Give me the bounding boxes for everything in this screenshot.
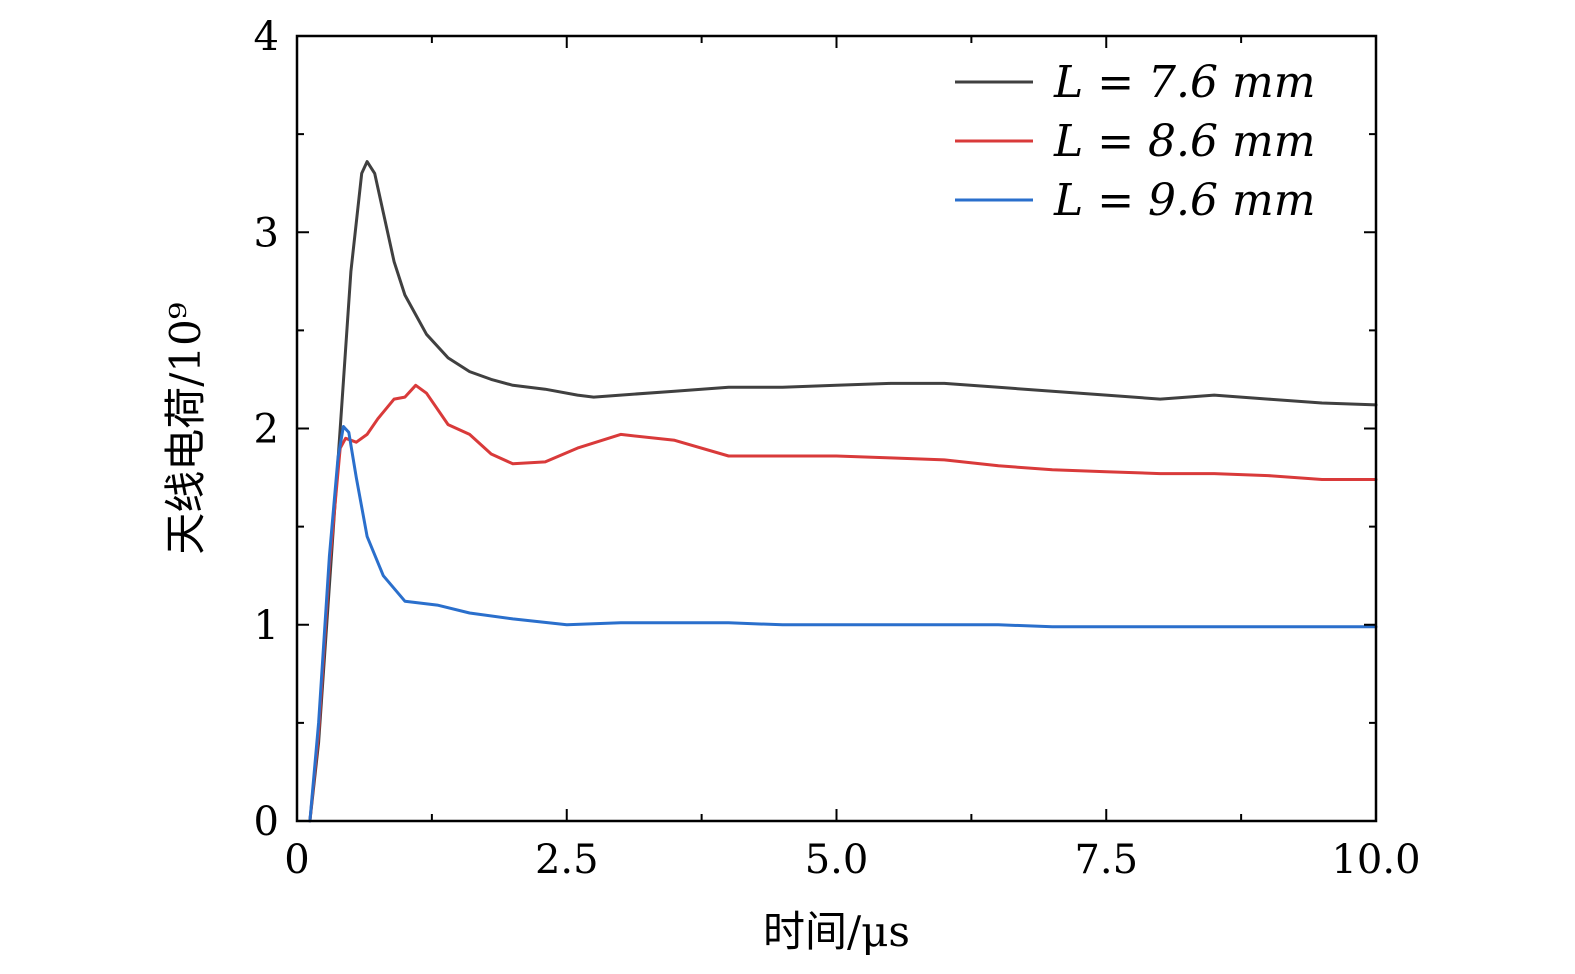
x-tick-label: 2.5 xyxy=(535,837,599,883)
legend-label-1: L = 7.6 mm xyxy=(1053,57,1315,108)
series-line-1 xyxy=(308,160,1378,823)
y-tick-label: 2 xyxy=(254,407,279,453)
x-tick-label: 0 xyxy=(284,837,309,883)
series-layer xyxy=(308,160,1378,823)
y-tick-label: 1 xyxy=(254,603,279,649)
x-axis-label: 时间/μs xyxy=(763,907,910,956)
y-tick-label: 3 xyxy=(254,210,279,256)
axes-layer: 0 2.5 5.0 7.5 10.0 0 1 2 3 4 xyxy=(254,14,1421,883)
x-tick-label: 5.0 xyxy=(805,837,869,883)
series-line-3 xyxy=(308,425,1378,823)
x-tick-label: 10.0 xyxy=(1331,837,1420,883)
y-axis-label: 天线电荷/10⁹ xyxy=(161,302,210,554)
series-line-2 xyxy=(308,383,1378,823)
legend-label-3: L = 9.6 mm xyxy=(1053,175,1315,226)
y-tick-label: 0 xyxy=(254,799,279,845)
legend-label-2: L = 8.6 mm xyxy=(1053,116,1315,167)
legend: L = 7.6 mm L = 8.6 mm L = 9.6 mm xyxy=(955,57,1315,226)
x-tick-label: 7.5 xyxy=(1074,837,1138,883)
y-tick-label: 4 xyxy=(254,14,279,60)
